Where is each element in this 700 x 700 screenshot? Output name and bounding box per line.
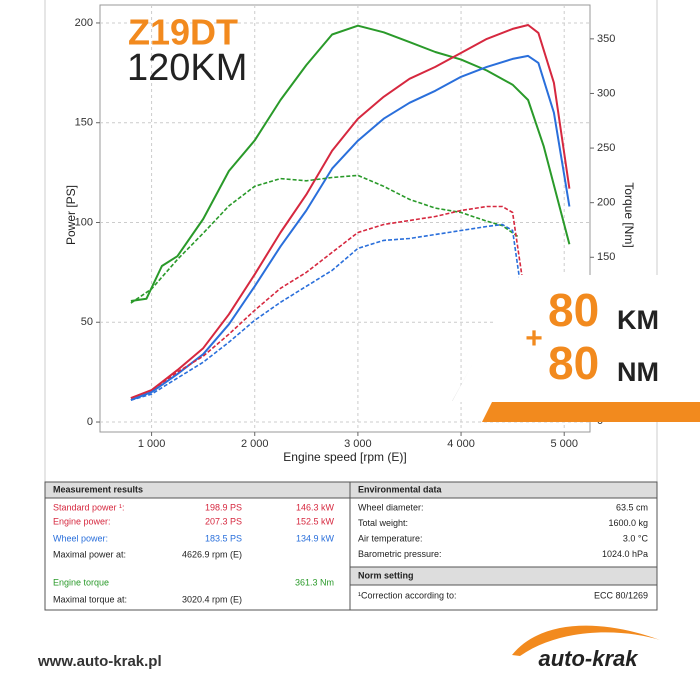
footer-url: www.auto-krak.pl bbox=[37, 653, 162, 670]
badge-power: 80 bbox=[548, 284, 599, 336]
y2-axis-label: Torque [Nm] bbox=[622, 182, 636, 247]
table-frame bbox=[44, 481, 658, 611]
y2-tick-label: 350 bbox=[597, 33, 615, 45]
cell-value: 152.5 kW bbox=[296, 516, 335, 526]
cell-label: Engine torque bbox=[53, 577, 109, 587]
y-tick-label: 200 bbox=[75, 17, 93, 29]
badge-power-unit: KM bbox=[617, 305, 659, 335]
cell-value: 183.5 PS bbox=[205, 533, 242, 543]
badge-stripe bbox=[482, 402, 700, 422]
norm-label: ¹Correction according to: bbox=[358, 590, 457, 600]
x-tick-label: 2 000 bbox=[241, 438, 269, 450]
logo-text: auto-krak bbox=[538, 646, 639, 671]
cell-value: 3.0 °C bbox=[623, 534, 649, 544]
y2-tick-label: 250 bbox=[597, 142, 615, 154]
chart-title: Z19DT bbox=[128, 12, 238, 53]
cell-value: 3020.4 rpm (E) bbox=[182, 594, 242, 604]
cell-label: Engine power: bbox=[53, 516, 111, 526]
badge-torque: 80 bbox=[548, 337, 599, 389]
data-line bbox=[130, 174, 519, 304]
y-tick-label: 100 bbox=[75, 216, 93, 228]
badge-torque-unit: NM bbox=[617, 357, 659, 387]
cell-value: 63.5 cm bbox=[616, 502, 648, 512]
cell-value: 146.3 kW bbox=[296, 502, 335, 512]
table-title: Environmental data bbox=[358, 484, 443, 494]
badge-bg bbox=[452, 275, 700, 402]
badge-plus: + bbox=[525, 322, 543, 355]
cell-value: 361.3 Nm bbox=[295, 577, 334, 587]
x-tick-label: 4 000 bbox=[447, 438, 475, 450]
x-tick-label: 1 000 bbox=[138, 438, 166, 450]
norm-value: ECC 80/1269 bbox=[594, 590, 648, 600]
cell-label: Wheel power: bbox=[53, 533, 108, 543]
cell-value: 207.3 PS bbox=[205, 516, 242, 526]
y-tick-label: 0 bbox=[87, 416, 93, 428]
data-line bbox=[130, 54, 571, 402]
chart-subtitle: 120KM bbox=[127, 47, 247, 89]
table-title: Norm setting bbox=[358, 570, 414, 580]
x-axis-label: Engine speed [rpm (E)] bbox=[283, 450, 406, 464]
data-line bbox=[130, 24, 571, 400]
x-tick-label: 3 000 bbox=[344, 438, 372, 450]
cell-value: 4626.9 rpm (E) bbox=[182, 549, 242, 559]
logo: auto-krak bbox=[512, 625, 660, 671]
y-tick-label: 150 bbox=[75, 117, 93, 129]
data-line bbox=[130, 223, 524, 401]
cell-label: Barometric pressure: bbox=[358, 549, 442, 559]
cell-label: Maximal power at: bbox=[53, 549, 126, 559]
cell-value: 1024.0 hPa bbox=[602, 549, 648, 559]
y2-tick-label: 200 bbox=[597, 197, 615, 209]
y-tick-label: 50 bbox=[81, 316, 93, 328]
data-line bbox=[130, 205, 524, 399]
cell-label: Standard power ¹: bbox=[53, 502, 125, 512]
cell-label: Maximal torque at: bbox=[53, 594, 127, 604]
cell-value: 134.9 kW bbox=[296, 533, 335, 543]
table-title: Measurement results bbox=[53, 484, 143, 494]
x-tick-label: 5 000 bbox=[550, 438, 578, 450]
cell-value: 198.9 PS bbox=[205, 502, 242, 512]
y2-tick-label: 300 bbox=[597, 87, 615, 99]
data-line bbox=[130, 24, 571, 302]
badge: + 80 KM 80 NM bbox=[452, 275, 700, 422]
y-axis-label: Power [PS] bbox=[64, 185, 78, 245]
y2-tick-label: 150 bbox=[597, 251, 615, 263]
cell-label: Wheel diameter: bbox=[358, 502, 424, 512]
cell-label: Air temperature: bbox=[358, 534, 423, 544]
cell-label: Total weight: bbox=[358, 518, 408, 528]
cell-value: 1600.0 kg bbox=[608, 518, 648, 528]
logo-swoosh bbox=[512, 625, 660, 656]
